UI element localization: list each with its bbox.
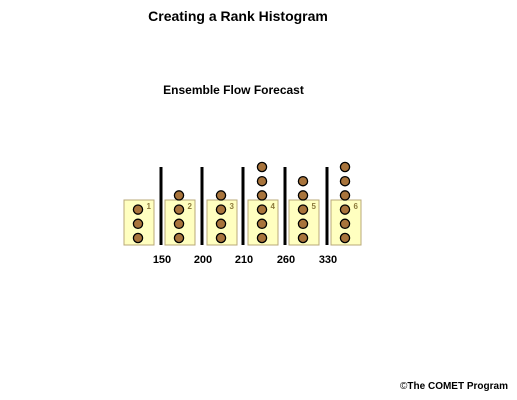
ensemble-ball <box>173 204 185 215</box>
ensemble-ball <box>256 232 268 244</box>
copyright-text: The COMET Program <box>407 381 508 392</box>
ensemble-value-label: 210 <box>235 254 253 266</box>
ensemble-ball <box>339 232 351 244</box>
ensemble-ball <box>132 218 144 230</box>
bin-label-1: 1 <box>147 202 152 211</box>
diagram-subtitle: Ensemble Flow Forecast <box>163 83 304 97</box>
ensemble-ball <box>339 218 351 230</box>
ensemble-ball <box>215 218 227 230</box>
ensemble-ball <box>215 232 227 244</box>
bin-label-4: 4 <box>271 202 276 211</box>
copyright-symbol: © <box>400 381 408 392</box>
bin-label-2: 2 <box>188 202 193 211</box>
ensemble-ball <box>339 175 351 187</box>
ensemble-value-label: 330 <box>319 254 337 266</box>
ensemble-ball <box>256 190 268 201</box>
ensemble-ball <box>339 204 351 215</box>
ensemble-ball <box>256 161 268 173</box>
ensemble-ball <box>297 190 309 201</box>
copyright-notice: ©The COMET Program <box>400 381 508 392</box>
ensemble-ball <box>297 204 309 215</box>
ensemble-ball <box>297 232 309 244</box>
ensemble-ball <box>256 175 268 187</box>
ensemble-value-label: 200 <box>194 254 212 266</box>
ensemble-ball <box>297 218 309 230</box>
bin-label-3: 3 <box>230 202 235 211</box>
ensemble-value-label: 260 <box>277 254 295 266</box>
ensemble-ball <box>256 204 268 215</box>
ensemble-ball <box>173 190 185 201</box>
page-title: Creating a Rank Histogram <box>148 8 328 24</box>
ensemble-ball <box>132 232 144 244</box>
bin-label-5: 5 <box>312 202 317 211</box>
ensemble-ball <box>256 218 268 230</box>
ensemble-ball <box>339 161 351 173</box>
ensemble-ball <box>339 190 351 201</box>
ensemble-ball <box>132 204 144 215</box>
ensemble-ball <box>173 232 185 244</box>
ensemble-ball <box>173 218 185 230</box>
bin-label-6: 6 <box>354 202 359 211</box>
ensemble-ball <box>297 175 309 187</box>
ensemble-ball <box>215 190 227 201</box>
ensemble-ball <box>215 204 227 215</box>
ensemble-value-label: 150 <box>153 254 171 266</box>
